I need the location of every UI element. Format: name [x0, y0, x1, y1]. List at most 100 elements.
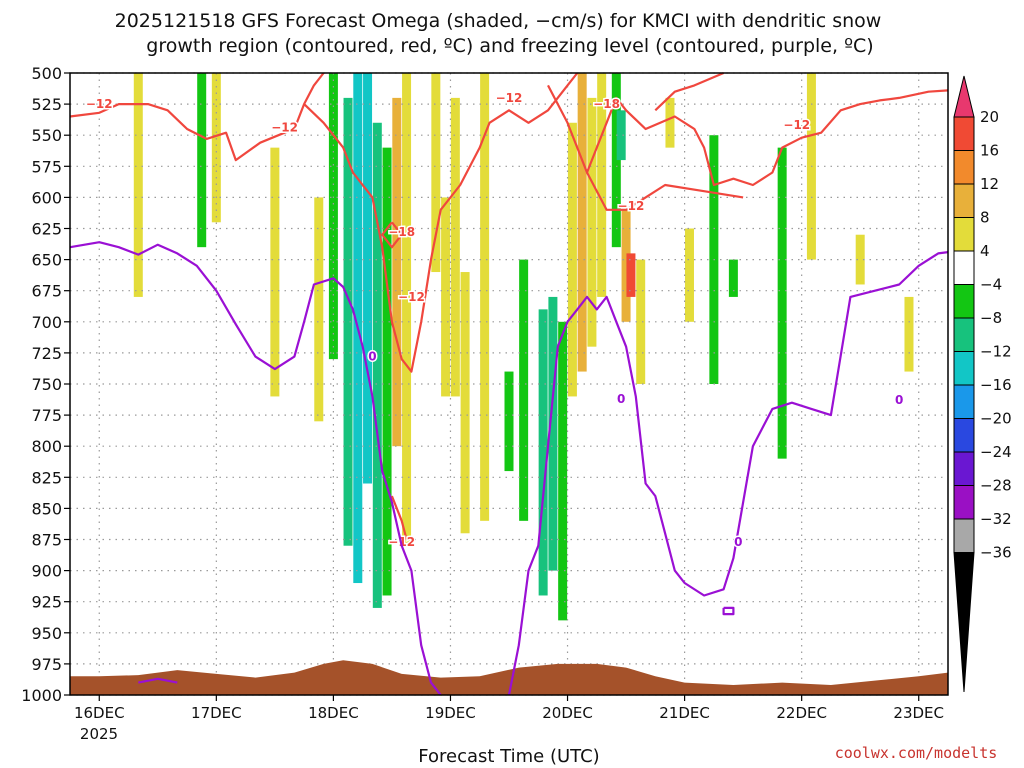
- y-tick-label: 700: [31, 313, 62, 332]
- y-tick-label: 875: [31, 531, 62, 550]
- colorbar-swatch: [953, 351, 975, 386]
- x-tick-label: 21DEC: [659, 704, 710, 722]
- colorbar-swatch: [953, 418, 975, 453]
- colorbar-tick-label: −12: [980, 343, 1012, 361]
- terrain-fill: [70, 660, 948, 695]
- y-tick-label: 550: [31, 126, 62, 145]
- y-tick-label: 625: [31, 220, 62, 239]
- omega-region: [855, 234, 865, 285]
- dendritic-isotherm-line-label: −12: [618, 199, 645, 213]
- freezing-level-line: [138, 677, 178, 684]
- x-year-label: 2025: [80, 725, 118, 743]
- dendritic-isotherm-layer: −12−12−18−12−12 −18−12−12−12: [69, 71, 949, 550]
- y-tick-label: 800: [31, 437, 62, 456]
- colorbar-tick-label: −8: [980, 309, 1002, 327]
- colorbar-swatch: [953, 217, 975, 252]
- y-tick-label: 675: [31, 282, 62, 301]
- colorbar-swatch: [953, 451, 975, 486]
- omega-region: [314, 197, 324, 422]
- omega-region: [519, 259, 529, 521]
- omega-region: [450, 97, 460, 397]
- omega-region: [558, 321, 568, 621]
- colorbar-tick-label: −4: [980, 276, 1002, 294]
- colorbar-tick-label: 20: [980, 108, 999, 126]
- omega-region: [567, 122, 577, 397]
- colorbar-swatch: [953, 150, 975, 185]
- y-tick-label: 600: [31, 188, 62, 207]
- y-tick-label: 850: [31, 499, 62, 518]
- y-tick-label: 1000: [21, 686, 62, 705]
- omega-region: [133, 73, 143, 297]
- colorbar-swatch: [953, 250, 975, 285]
- x-axis: 2025 16DEC 17DEC 18DEC 19DEC 20DEC 21DEC 22DEC…: [74, 695, 944, 743]
- dendritic-isotherm-line-label: −12: [271, 121, 298, 135]
- omega-region: [504, 371, 514, 472]
- dendritic-isotherm-line: [390, 495, 408, 540]
- y-tick-label: 900: [31, 562, 62, 581]
- dendritic-isotherm-line-label: −12: [86, 97, 113, 111]
- terrain-layer: [70, 660, 948, 695]
- chart-title-line-1: 2025121518 GFS Forecast Omega (shaded, −…: [115, 10, 882, 32]
- colorbar-tick-label: 4: [980, 242, 990, 260]
- y-tick-label: 525: [31, 95, 62, 114]
- omega-region: [441, 197, 451, 397]
- colorbar-tick-label: −32: [980, 510, 1012, 528]
- colorbar-tick-label: −20: [980, 410, 1012, 428]
- y-tick-label: 500: [31, 64, 62, 83]
- x-tick-label: 22DEC: [776, 704, 827, 722]
- y-tick-label: 825: [31, 468, 62, 487]
- dendritic-isotherm-line: [547, 84, 949, 187]
- omega-region: [372, 122, 382, 608]
- omega-region: [343, 97, 353, 546]
- colorbar-bottom-triangle: [953, 552, 975, 693]
- freezing-level-line-label: 0: [617, 392, 625, 406]
- dendritic-isotherm-line: [586, 171, 744, 211]
- omega-region: [597, 73, 607, 297]
- omega-region: [611, 73, 621, 248]
- y-tick-label: 575: [31, 157, 62, 176]
- x-tick-label: 18DEC: [308, 704, 359, 722]
- dendritic-isotherm-line: [69, 72, 325, 162]
- credit-text: coolwx.com/modelts: [835, 744, 998, 762]
- dendritic-isotherm-line-label: −12: [398, 290, 425, 304]
- dendritic-isotherm-line-label: −18: [593, 97, 620, 111]
- omega-region: [616, 110, 626, 161]
- omega-region: [587, 97, 597, 347]
- omega-region: [626, 253, 636, 297]
- omega-region: [392, 97, 402, 447]
- omega-region: [211, 73, 221, 223]
- colorbar: 20 16 12 8 4 −4 −8 −12 −16 −20 −24 −28 −32 −36: [953, 75, 1012, 693]
- colorbar-tick-label: −16: [980, 376, 1012, 394]
- freezing-level-line-label: 0: [368, 350, 376, 364]
- freezing-level-line: [69, 241, 442, 696]
- omega-region: [577, 73, 587, 372]
- colorbar-swatch: [953, 317, 975, 352]
- colorbar-tick-label: 12: [980, 175, 999, 193]
- freezing-level-line-label: 0: [895, 393, 903, 407]
- omega-region: [363, 73, 373, 484]
- dendritic-isotherm-line-label: −18: [388, 225, 415, 239]
- colorbar-tick-label: 16: [980, 142, 999, 160]
- x-axis-label: Forecast Time (UTC): [418, 746, 599, 767]
- colorbar-tick-label: −28: [980, 477, 1012, 495]
- freezing-level-line: [722, 606, 735, 616]
- freezing-level-line: [507, 251, 949, 696]
- colorbar-tick-label: −36: [980, 544, 1012, 562]
- omega-region: [636, 259, 646, 384]
- colorbar-tick-label: 8: [980, 209, 990, 227]
- dendritic-isotherm-line: [654, 71, 725, 112]
- y-axis: 500 525 550 575 600 625 650 675 700 725 750 775 800 8…: [21, 64, 70, 705]
- colorbar-swatch: [953, 518, 975, 553]
- y-tick-label: 925: [31, 593, 62, 612]
- omega-region: [480, 73, 490, 521]
- colorbar-tick-label: −24: [980, 443, 1012, 461]
- x-tick-label: 16DEC: [74, 704, 125, 722]
- omega-region: [621, 209, 631, 322]
- omega-region: [728, 259, 738, 297]
- omega-region: [431, 73, 441, 273]
- omega-region: [777, 147, 787, 459]
- y-tick-label: 750: [31, 375, 62, 394]
- colorbar-swatch: [953, 284, 975, 319]
